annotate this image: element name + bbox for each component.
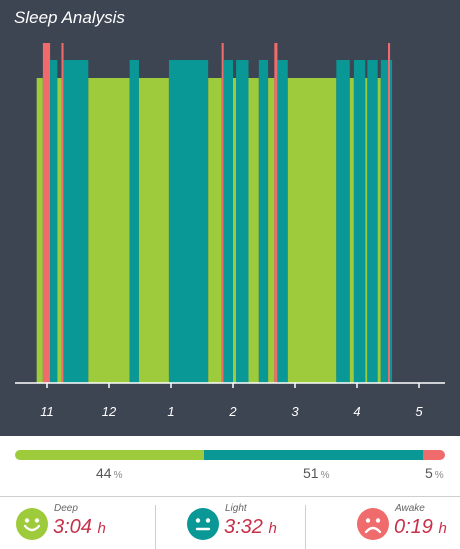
- sleep-chart-panel: 11 12 1 2 3 4 5 Sleep Analysis: [0, 0, 460, 436]
- light-label: Light: [225, 503, 247, 514]
- deep-sleep-segment: [268, 78, 275, 383]
- light-sleep-segment: [390, 60, 393, 383]
- awake-sleep-segment: [274, 43, 278, 383]
- light-sleep-segment: [223, 60, 233, 383]
- sleep-ratio-bar: [15, 450, 445, 460]
- light-sleep-segment: [380, 60, 388, 383]
- deep-sleep-segment: [365, 78, 368, 383]
- x-tick-label: 11: [40, 404, 54, 419]
- light-sleep-segment: [336, 60, 350, 383]
- x-tick-label: 3: [291, 404, 299, 419]
- awake-percent: 5%: [425, 465, 444, 481]
- light-sleep-segment: [50, 60, 58, 383]
- deep-sleep-segment: [248, 78, 259, 383]
- page-title: Sleep Analysis: [14, 8, 125, 27]
- x-tick-label: 4: [353, 404, 360, 419]
- awake-sleep-segment: [61, 43, 64, 383]
- sleep-chart: 11 12 1 2 3 4 5: [15, 43, 445, 419]
- happy-face-icon: [16, 508, 48, 540]
- x-tick-label: 5: [415, 404, 423, 419]
- light-ratio-segment: [204, 450, 424, 460]
- deep-sleep-segment: [349, 78, 354, 383]
- light-sleep-segment: [277, 60, 288, 383]
- neutral-face-icon: [187, 508, 219, 540]
- deep-sleep-segment: [287, 78, 337, 383]
- light-stat: Light 3:32 h: [155, 497, 305, 549]
- deep-ratio-segment: [15, 450, 205, 460]
- deep-label: Deep: [54, 503, 78, 514]
- x-tick-label: 2: [228, 404, 237, 419]
- deep-sleep-segment: [88, 78, 130, 383]
- divider: [305, 505, 306, 549]
- light-sleep-segment: [63, 60, 89, 383]
- deep-sleep-segment: [208, 78, 222, 383]
- deep-percent: 44%: [96, 465, 123, 481]
- deep-sleep-segment: [36, 78, 43, 383]
- deep-sleep-segment: [57, 78, 62, 383]
- x-tick-label: 1: [167, 404, 174, 419]
- x-tick-label: 12: [102, 404, 117, 419]
- light-sleep-segment: [129, 60, 139, 383]
- awake-time: 0:19 h: [394, 516, 447, 538]
- light-sleep-segment: [258, 60, 269, 383]
- awake-sleep-segment: [388, 43, 391, 383]
- light-sleep-segment: [367, 60, 378, 383]
- deep-sleep-segment: [377, 78, 381, 383]
- sad-face-icon: [357, 508, 389, 540]
- awake-label: Awake: [395, 503, 425, 514]
- deep-sleep-segment: [233, 78, 237, 383]
- awake-sleep-segment: [42, 43, 51, 383]
- awake-stat: Awake 0:19 h: [305, 497, 455, 549]
- deep-time: 3:04 h: [53, 516, 106, 538]
- sleep-stats: Deep 3:04 h Light 3:32 h Awake 0:19 h: [0, 496, 460, 549]
- awake-sleep-segment: [221, 43, 224, 383]
- light-sleep-segment: [353, 60, 366, 383]
- light-sleep-segment: [236, 60, 249, 383]
- light-time: 3:32 h: [224, 516, 277, 538]
- divider: [155, 505, 156, 549]
- light-sleep-segment: [168, 60, 209, 383]
- awake-ratio-segment: [423, 450, 445, 460]
- deep-sleep-segment: [138, 78, 169, 383]
- light-percent: 51%: [303, 465, 330, 481]
- deep-stat: Deep 3:04 h: [0, 497, 150, 549]
